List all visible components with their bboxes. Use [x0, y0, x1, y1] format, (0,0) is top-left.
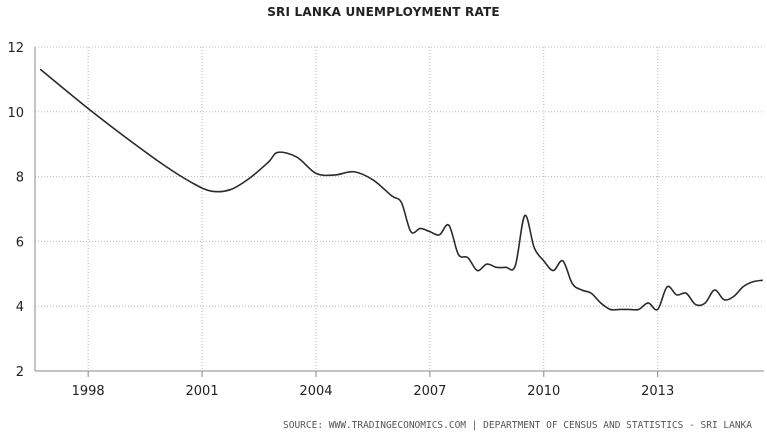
chart-title: SRI LANKA UNEMPLOYMENT RATE — [267, 5, 500, 19]
unemployment-rate-line — [39, 68, 763, 311]
x-tick-label: 2001 — [186, 384, 219, 399]
grid-layer — [35, 46, 764, 371]
x-tick-label: 2010 — [527, 384, 560, 399]
x-tick-label: 2004 — [299, 384, 332, 399]
label-layer: 2 4 6 8 10 12 1998 2001 2004 2007 2010 2013 — [7, 41, 674, 399]
y-tick-label: 4 — [16, 300, 24, 315]
axis-layer — [34, 47, 764, 377]
y-tick-label: 10 — [7, 106, 24, 121]
series-layer — [39, 68, 763, 311]
x-tick-label: 1998 — [72, 384, 105, 399]
chart-source: SOURCE: WWW.TRADINGECONOMICS.COM | DEPAR… — [283, 420, 752, 431]
y-tick-label: 8 — [16, 171, 24, 186]
y-tick-label: 2 — [16, 365, 24, 380]
x-tick-label: 2013 — [641, 384, 674, 399]
y-tick-label: 6 — [16, 235, 24, 250]
y-tick-label: 12 — [7, 41, 24, 56]
x-tick-label: 2007 — [413, 384, 446, 399]
